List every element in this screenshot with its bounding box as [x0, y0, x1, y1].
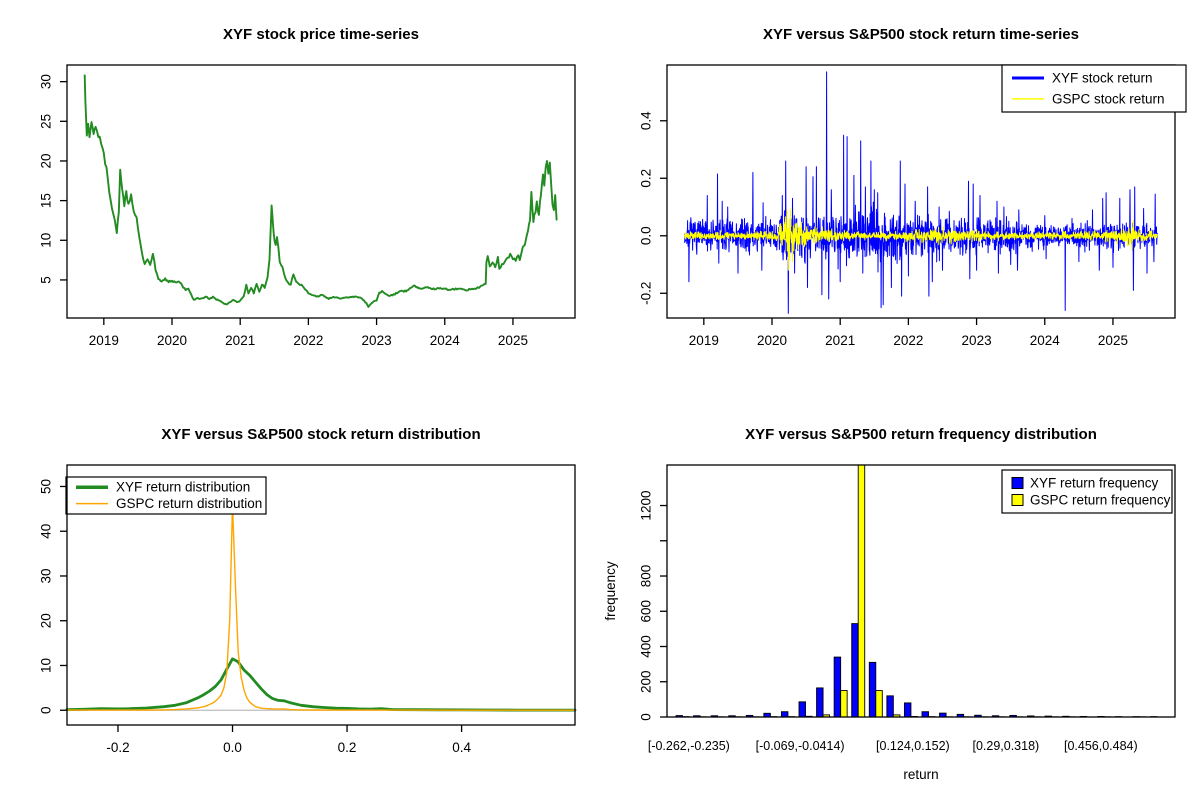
y-tick-label: 20: [39, 153, 54, 168]
bin-label: [-0.262,-0.235): [648, 739, 730, 753]
xyf-bar: [903, 702, 912, 718]
x-tick-label: 2020: [157, 333, 187, 348]
chart-title: XYF versus S&P500 stock return distribut…: [161, 426, 480, 443]
gspc-bar: [875, 690, 883, 718]
y-tick-label: 10: [39, 658, 54, 673]
x-tick-label: 2021: [225, 333, 255, 348]
x-tick-label: 2020: [757, 333, 787, 348]
price-line: [83, 74, 558, 308]
y-tick-label: 30: [39, 568, 54, 583]
x-tick-label: 2022: [893, 333, 923, 348]
y-tick-label: 15: [39, 193, 54, 208]
legend-swatch: [1011, 477, 1024, 489]
legend-swatch: [1011, 494, 1024, 506]
xyf-bar: [833, 656, 842, 718]
legend-box: [65, 476, 267, 515]
x-axis-label: return: [903, 767, 938, 782]
y-tick-label: 40: [39, 524, 54, 539]
y-tick-label: 25: [39, 114, 54, 129]
y-tick-label: 0.0: [639, 226, 654, 245]
y-tick-label: -0.2: [639, 282, 654, 305]
x-tick-label: 2025: [1098, 333, 1128, 348]
legend-box: [1001, 469, 1173, 514]
x-tick-label: 2021: [825, 333, 855, 348]
xyf-bar: [780, 711, 789, 718]
panel-return-frequency: 0 200 400 600 800 1200 XYF versus S&P500 retur…: [603, 426, 1176, 782]
legend-label: GSPC return frequency: [1030, 493, 1171, 508]
chart-title: XYF versus S&P500 stock return time-seri…: [763, 26, 1079, 43]
x-tick-label: 2025: [498, 333, 528, 348]
bin-label: [-0.069,-0.0414): [756, 739, 845, 753]
xyf-bar: [798, 701, 806, 718]
y-tick-label: 50: [39, 479, 54, 494]
panel-return-timeseries: -0.2 0.0 0.2 0.4 2019 2020 2021 2022 2023 2024 202…: [639, 26, 1187, 348]
x-tick-label: 2023: [962, 333, 992, 348]
x-tick-label: 0.2: [338, 740, 357, 755]
chart-title: XYF versus S&P500 return frequency distr…: [745, 426, 1097, 443]
chart-title: XYF stock price time-series: [223, 26, 419, 43]
gspc-bar: [857, 464, 866, 718]
y-tick-label: 5: [39, 276, 54, 284]
legend-label: XYF return frequency: [1030, 476, 1159, 491]
x-tick-label: 0.4: [452, 740, 471, 755]
legend-label: GSPC stock return: [1052, 91, 1165, 106]
xyf-bar: [816, 687, 824, 718]
y-tick-label: 600: [639, 600, 654, 623]
axis-frame: [666, 464, 1176, 718]
x-tick-label: 0.0: [223, 740, 242, 755]
y-tick-label: 0: [39, 706, 54, 714]
legend-box: [1001, 64, 1187, 113]
x-tick-label: 2019: [89, 333, 119, 348]
x-tick-label: -0.2: [106, 740, 129, 755]
x-tick-label: 2019: [689, 333, 719, 348]
y-tick-label: 0: [639, 713, 654, 721]
y-tick-label: 0.4: [639, 111, 654, 130]
legend-label: XYF return distribution: [116, 480, 250, 495]
x-tick-label: 2023: [362, 333, 392, 348]
axis-frame: [66, 464, 576, 726]
y-tick-label: 20: [39, 613, 54, 628]
xyf-bar: [921, 711, 929, 718]
bin-label: [0.124,0.152): [876, 739, 950, 753]
y-tick-label: 10: [39, 233, 54, 248]
gspc-return-line: [684, 208, 1158, 271]
y-tick-label: 200: [639, 670, 654, 693]
x-tick-label: 2024: [1030, 333, 1061, 348]
legend-label: GSPC return distribution: [116, 496, 262, 511]
x-tick-label: 2022: [293, 333, 323, 348]
y-axis-label: frequency: [603, 561, 618, 621]
axis-frame: [666, 64, 1176, 319]
xyf-bar: [868, 661, 877, 718]
y-tick-label: 30: [39, 74, 54, 89]
bin-label: [0.29,0.318): [972, 739, 1039, 753]
gspc-bar: [840, 690, 848, 718]
axis-frame: [66, 64, 576, 319]
xyf-bar: [851, 623, 859, 718]
y-tick-label: 0.2: [639, 169, 654, 188]
y-tick-label: 1200: [639, 491, 654, 521]
y-tick-label: 400: [639, 635, 654, 658]
y-tick-label: 800: [639, 565, 654, 588]
legend-label: XYF stock return: [1052, 70, 1153, 85]
gspc-density-line: [66, 503, 576, 711]
x-tick-label: 2024: [430, 333, 461, 348]
xyf-density-line: [65, 657, 577, 712]
bin-label: [0.456,0.484): [1064, 739, 1138, 753]
xyf-bar: [886, 695, 894, 718]
